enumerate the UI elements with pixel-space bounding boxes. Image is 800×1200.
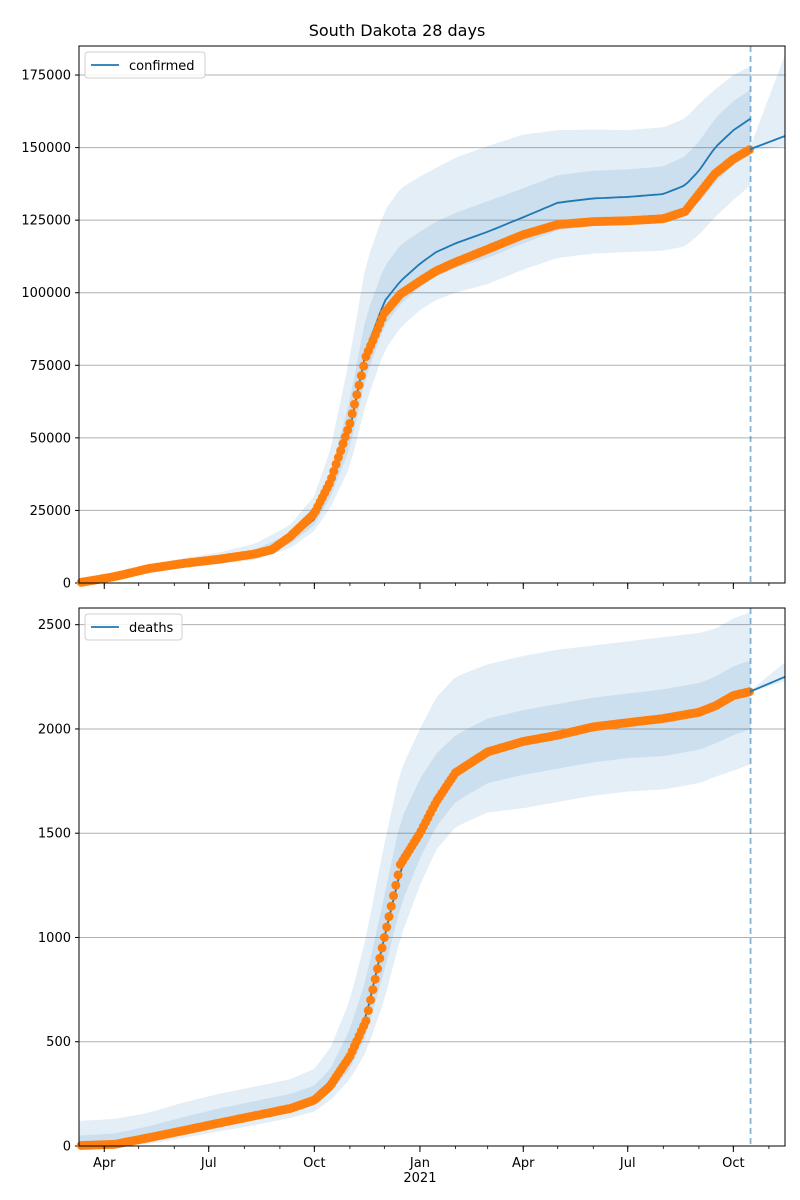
- x-tick-label: Jan: [409, 1156, 430, 1171]
- confidence-band: [79, 612, 751, 1146]
- observed-point: [382, 922, 392, 932]
- observed-point: [744, 145, 754, 155]
- observed-point: [377, 943, 387, 953]
- observed-point: [336, 446, 346, 456]
- x-tick-label: Oct: [303, 1156, 325, 1171]
- observed-point: [368, 985, 378, 995]
- y-tick-label: 1000: [38, 931, 71, 946]
- observed-point: [363, 1006, 373, 1015]
- x-tick-label: Oct: [722, 1156, 744, 1171]
- observed-point: [352, 390, 362, 400]
- y-tick-label: 2000: [38, 722, 71, 737]
- confidence-band: [79, 66, 751, 584]
- forecast-line: [750, 675, 786, 693]
- x-tick-label: Apr: [512, 1156, 535, 1171]
- x-year-label: 2021: [403, 1171, 436, 1186]
- observed-point: [373, 964, 382, 974]
- observed-point: [340, 432, 350, 442]
- y-tick-label: 100000: [21, 286, 71, 301]
- observed-point: [386, 901, 396, 911]
- observed-point: [347, 409, 357, 419]
- y-tick-label: 125000: [21, 214, 71, 229]
- y-tick-label: 150000: [21, 141, 71, 156]
- confidence-band: [750, 54, 785, 151]
- confidence-band: [79, 660, 751, 1146]
- observed-point: [327, 473, 337, 483]
- forecast-line: [750, 135, 786, 150]
- axes-frame: [78, 45, 786, 584]
- observed-point: [333, 453, 343, 462]
- observed-point: [393, 870, 403, 880]
- observed-point: [331, 459, 341, 469]
- y-tick-label: 175000: [21, 69, 71, 84]
- legend-box: [84, 613, 183, 641]
- y-tick-label: 1500: [38, 827, 71, 842]
- observed-point: [343, 425, 353, 435]
- observed-point: [338, 439, 348, 449]
- y-tick-label: 0: [63, 1140, 71, 1155]
- legend-label: confirmed: [129, 59, 195, 74]
- observed-point: [375, 953, 385, 963]
- observed-point: [329, 466, 339, 476]
- x-tick-label: Jul: [619, 1156, 636, 1171]
- y-tick-label: 0: [63, 577, 71, 592]
- y-tick-label: 2500: [38, 618, 71, 633]
- observed-point: [744, 687, 754, 697]
- observed-point: [354, 380, 364, 390]
- legend-label: deaths: [129, 621, 174, 636]
- y-tick-label: 25000: [30, 504, 71, 519]
- observed-point: [359, 361, 369, 371]
- y-tick-label: 500: [46, 1035, 71, 1050]
- observed-point: [384, 912, 394, 922]
- confirmed-panel: 0 25000 50000 75000 100000 125000 150000 175000…: [21, 45, 786, 592]
- observed-point: [391, 880, 401, 890]
- x-tick-label: Apr: [93, 1156, 116, 1171]
- observed-point: [366, 995, 376, 1005]
- observed-point: [356, 371, 366, 381]
- x-tick-label: Jul: [200, 1156, 217, 1171]
- deaths-panel: 0 500 1000 1500 2000 2500 Apr Jul Oct Jan Apr Jul Oc…: [38, 607, 786, 1186]
- confidence-band: [750, 662, 785, 693]
- y-tick-label: 50000: [30, 431, 71, 446]
- observed-point: [361, 1016, 371, 1026]
- observed-point: [345, 418, 355, 428]
- legend-box: [84, 51, 206, 79]
- axes-frame: [78, 607, 786, 1147]
- observed-point: [379, 933, 389, 942]
- observed-point: [350, 399, 359, 409]
- observed-point: [389, 891, 398, 901]
- confidence-band: [79, 89, 751, 583]
- observed-point: [370, 974, 380, 984]
- y-tick-label: 75000: [30, 359, 71, 374]
- chart-title: South Dakota 28 days: [309, 21, 486, 40]
